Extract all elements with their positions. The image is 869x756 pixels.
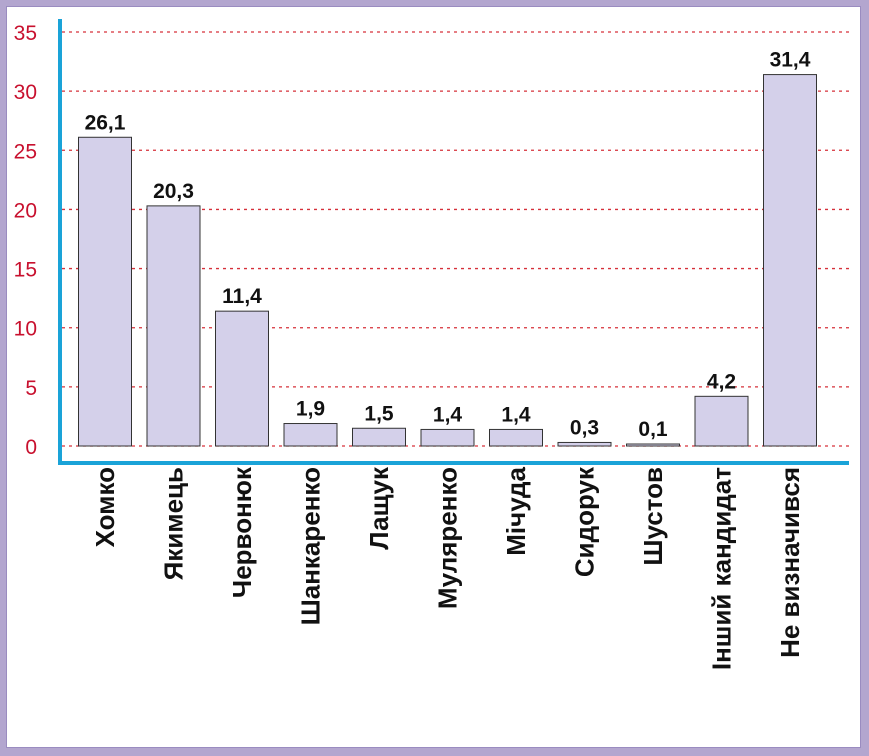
bar (283, 423, 338, 447)
bar (146, 205, 201, 447)
bar (78, 136, 132, 447)
category-label: Якимець (159, 467, 189, 580)
axes (58, 19, 849, 465)
bar (420, 428, 475, 447)
bar (694, 395, 749, 447)
y-tick-label: 25 (14, 140, 37, 163)
bar (626, 443, 680, 447)
category-label: Сидорук (570, 466, 600, 577)
y-tick-label: 30 (14, 81, 37, 104)
value-label: 31,4 (770, 49, 811, 72)
chart-frame: 0 5 10 15 20 25 30 35 26,1 20,3 11,4 1,9 1,5 1,4 1,4 0… (6, 6, 861, 748)
category-label: Червонюк (227, 466, 257, 598)
value-label: 4,2 (707, 370, 736, 393)
category-label: Інший кандидат (707, 467, 737, 670)
bar-chart: 0 5 10 15 20 25 30 35 26,1 20,3 11,4 1,9 1,5 1,4 1,4 0… (14, 19, 849, 670)
y-tick-label: 15 (14, 259, 37, 282)
y-tick-label: 10 (14, 318, 37, 341)
category-label: Мічуда (501, 466, 531, 555)
value-label: 1,9 (296, 398, 325, 421)
category-label: Лащук (364, 466, 394, 550)
bar (215, 310, 269, 447)
value-label: 11,4 (222, 285, 262, 308)
bars (78, 74, 817, 447)
category-label: Не визначився (775, 467, 805, 658)
category-label: Шустов (638, 467, 668, 566)
y-tick-label: 20 (14, 199, 37, 222)
y-tick-label: 35 (14, 22, 37, 45)
y-axis-ticks: 0 5 10 15 20 25 30 35 (14, 22, 37, 459)
value-label: 26,1 (85, 111, 126, 134)
category-label: Муляренко (433, 467, 463, 609)
value-labels: 26,1 20,3 11,4 1,9 1,5 1,4 1,4 0,3 0,1 4,2 31,4 (85, 49, 811, 441)
category-label: Шанкаренко (296, 467, 326, 625)
y-tick-label: 0 (25, 436, 37, 459)
bar (489, 428, 543, 447)
category-label: Хомко (90, 467, 120, 547)
bar (352, 427, 406, 447)
category-labels: Хомко Якимець Червонюк Шанкаренко Лащук Муляр… (90, 466, 805, 670)
value-label: 1,4 (433, 403, 463, 426)
value-label: 20,3 (153, 180, 194, 203)
bar (557, 441, 612, 447)
y-tick-label: 5 (25, 377, 37, 400)
bar (763, 74, 817, 447)
value-label: 0,1 (638, 418, 668, 441)
value-label: 0,3 (570, 416, 599, 439)
value-label: 1,5 (364, 402, 394, 425)
value-label: 1,4 (501, 403, 531, 426)
